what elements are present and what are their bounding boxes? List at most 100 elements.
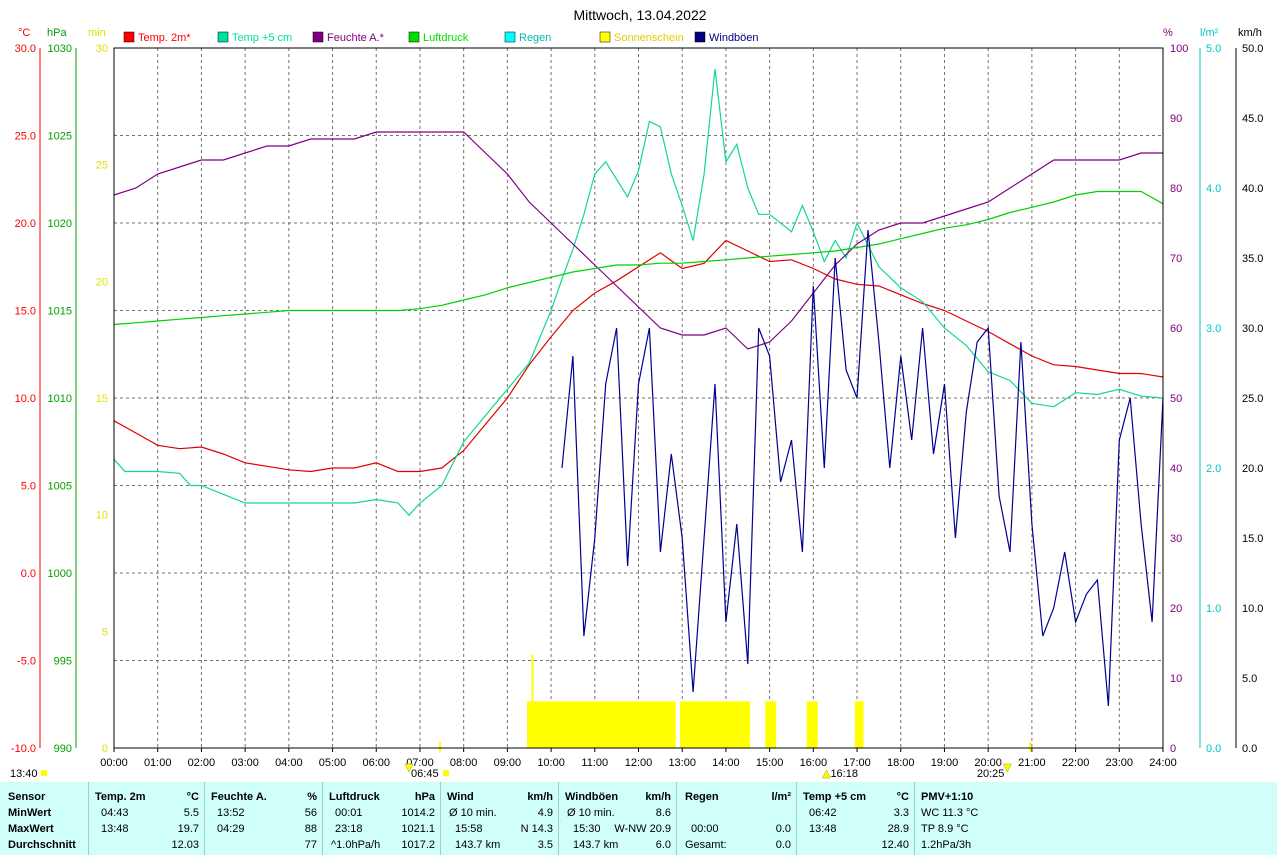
- sunshine-bar: [806, 701, 818, 748]
- wind-max-time: 15:58: [455, 823, 483, 835]
- time-tick-label: 00:00: [100, 757, 128, 769]
- wind-avg-value: 4.9: [537, 807, 553, 819]
- pressure-tick-label: 1015: [48, 306, 72, 318]
- chart-title: Mittwoch, 13.04.2022: [573, 7, 706, 23]
- temp2m-max-value: 19.7: [177, 823, 199, 835]
- sunshine-bar: [854, 701, 864, 748]
- stats-col-gust: Windböen km/h Ø 10 min. 8.6 15:30 W-NW 2…: [558, 782, 677, 855]
- gust-max-time: 15:30: [573, 823, 601, 835]
- humidity-tick-label: 40: [1170, 463, 1182, 475]
- time-tick-label: 01:00: [144, 757, 172, 769]
- legend-label: Luftdruck: [423, 32, 469, 44]
- chart-grid: [114, 48, 1163, 748]
- pressure-tick-label: 1025: [48, 131, 72, 143]
- rain-max-time: 00:00: [691, 823, 719, 835]
- rain-tick-label: 2.0: [1206, 463, 1221, 475]
- stats-unit-humidity: %: [307, 791, 317, 803]
- legend-label: Windböen: [709, 32, 759, 44]
- humidity-min-value: 56: [304, 807, 317, 819]
- rain-total-value: 0.0: [775, 839, 791, 851]
- temp-tick-label: 30.0: [15, 43, 36, 55]
- stats-col-pmv: PMV+1:10 WC 11.3 °C TP 8.9 °C 1.2hPa/3h: [914, 782, 1277, 855]
- pressure-max-time: 23:18: [335, 823, 363, 835]
- sunshine-bars: [527, 654, 864, 748]
- wind-daily-avg-value: 3.5: [537, 839, 553, 851]
- wind-tick-label: 20.0: [1242, 463, 1263, 475]
- gust-distance-label: 143.7 km: [573, 839, 619, 851]
- pressure-tick-label: 1030: [48, 43, 72, 55]
- temp-tick-label: 5.0: [21, 481, 36, 493]
- legend: Temp. 2m* Temp +5 cm Feuchte A.* Luftdruck R…: [123, 31, 759, 44]
- series-lines: [113, 68, 1164, 707]
- stats-col-rain: Regen l/m² 00:00 0.0 Gesamt: 0.0: [676, 782, 797, 855]
- sunrise-icon: [404, 763, 414, 773]
- pressure-min-time: 00:01: [335, 807, 363, 819]
- temp5cm-min-time: 06:42: [809, 807, 837, 819]
- sunrise-time-label: 06:45: [411, 768, 439, 780]
- stats-header-wind: Wind: [447, 791, 474, 803]
- wind-unit-label: km/h: [1238, 27, 1262, 39]
- legend-swatch: [123, 31, 135, 43]
- time-tick-label: 03:00: [231, 757, 259, 769]
- stats-col-temp2m: Temp. 2m °C 04:43 5.5 13:48 19.7 12.03: [88, 782, 205, 855]
- time-tick-label: 08:00: [450, 757, 478, 769]
- temp2m-min-time: 04:43: [101, 807, 129, 819]
- wind-tick-label: 30.0: [1242, 323, 1263, 335]
- sunshine-bar: [531, 654, 534, 748]
- stats-unit-temp5cm: °C: [896, 791, 909, 803]
- humidity-max-time: 04:29: [217, 823, 245, 835]
- rain-max-value: 0.0: [775, 823, 791, 835]
- sun-tick-label: 30: [96, 43, 108, 55]
- humidity-max-value: 88: [304, 823, 317, 835]
- stats-row-max: MaxWert: [8, 823, 54, 835]
- temp-tick-label: 20.0: [15, 218, 36, 230]
- legend-swatch: [599, 31, 611, 43]
- time-tick-label: 14:00: [712, 757, 740, 769]
- wind-tick-label: 45.0: [1242, 113, 1263, 125]
- temp-tick-label: -5.0: [17, 656, 36, 668]
- time-tick-label: 17:00: [843, 757, 871, 769]
- rain-tick-label: 0.0: [1206, 743, 1221, 755]
- sun-tick-label: 20: [96, 276, 108, 288]
- stats-unit-temp2m: °C: [186, 791, 199, 803]
- sunset-axis-marker: [1029, 742, 1032, 752]
- legend-swatch: [217, 31, 229, 43]
- wind-max-value: N 14.3: [520, 823, 553, 835]
- wind-tick-label: 0.0: [1242, 743, 1257, 755]
- gust-max-value: W-NW 20.9: [614, 823, 671, 835]
- wind-tick-label: 40.0: [1242, 183, 1263, 195]
- legend-label: Temp. 2m*: [138, 32, 191, 44]
- temp2m-max-time: 13:48: [101, 823, 129, 835]
- pressure-tick-label: 1005: [48, 481, 72, 493]
- pressure-tick-label: 995: [54, 656, 72, 668]
- temp-tick-label: 25.0: [15, 131, 36, 143]
- stats-col-humidity: Feuchte A. % 13:52 56 04:29 88 77: [204, 782, 323, 855]
- stats-row-min: MinWert: [8, 807, 52, 819]
- sunset-time-label: 20:25: [977, 768, 1005, 780]
- pressure-tick-label: 1000: [48, 568, 72, 580]
- time-tick-label: 18:00: [887, 757, 915, 769]
- wind-distance-label: 143.7 km: [455, 839, 501, 851]
- sun-tick-label: 25: [96, 160, 108, 172]
- stats-header-temp5cm: Temp +5 cm: [803, 791, 867, 803]
- humidity-tick-label: 80: [1170, 183, 1182, 195]
- time-tick-label: 24:00: [1149, 757, 1177, 769]
- legend-swatch: [694, 31, 706, 43]
- stats-col-wind: Wind km/h Ø 10 min. 4.9 15:58 N 14.3 143…: [440, 782, 559, 855]
- time-tick-label: 06:00: [362, 757, 390, 769]
- time-markers: 13:40 06:45 16:18 20:25: [10, 742, 1032, 780]
- wind-avg-label: Ø 10 min.: [449, 807, 497, 819]
- pressure-tick-label: 990: [54, 743, 72, 755]
- statistics-panel: Sensor MinWert MaxWert Durchschnitt Temp…: [0, 782, 1277, 855]
- solar-noon-icon: [822, 769, 831, 779]
- stats-unit-gust: km/h: [645, 791, 671, 803]
- temp-tick-label: 10.0: [15, 393, 36, 405]
- legend-label: Feuchte A.*: [327, 32, 385, 44]
- wind-gust-line: [561, 229, 1164, 707]
- sun-unit-label: min: [88, 27, 106, 39]
- humidity-line: [113, 131, 1163, 350]
- wind-tick-label: 25.0: [1242, 393, 1263, 405]
- time-tick-label: 02:00: [188, 757, 216, 769]
- time-tick-label: 09:00: [494, 757, 522, 769]
- humidity-unit-label: %: [1163, 27, 1173, 39]
